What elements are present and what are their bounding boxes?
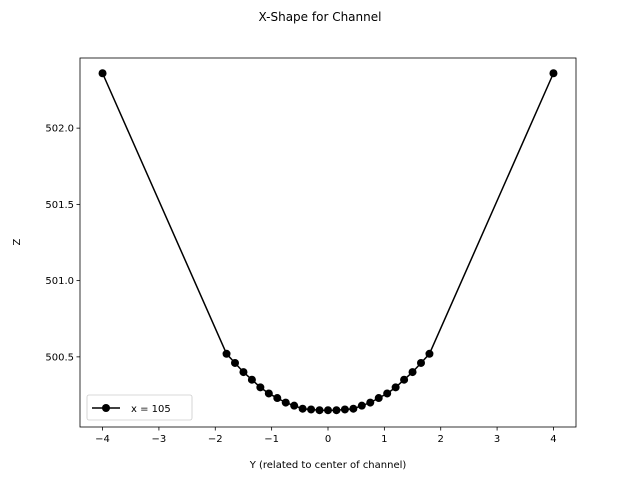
legend-label: x = 105 [131,404,171,415]
x-tick-label: −2 [208,434,223,445]
y-axis-label: Z [12,238,23,245]
x-ticks: −4 −3 −2 −1 0 1 2 3 4 [95,427,557,445]
x-tick-label: 0 [325,434,331,445]
data-point [281,398,290,407]
data-point [400,375,409,384]
data-point [256,383,265,392]
data-point [408,368,417,377]
data-point [549,69,558,78]
data-point [98,69,107,78]
y-tick-label: 501.5 [45,200,74,211]
data-point [307,405,316,414]
x-tick-label: 2 [438,434,444,445]
data-point [290,401,299,410]
data-point [273,394,282,403]
data-point [298,404,307,413]
plot-frame [79,57,577,428]
y-ticks: 500.5 501.0 501.5 502.0 [45,124,80,363]
data-point [349,404,358,413]
data-point [332,406,341,415]
x-tick-label: 4 [550,434,556,445]
legend-marker [102,404,110,412]
x-axis-label: Y (related to center of channel) [249,460,407,471]
x-tick-label: −1 [264,434,279,445]
data-point [391,383,400,392]
data-point [340,405,349,414]
y-tick-label: 502.0 [45,124,74,135]
x-tick-label: 1 [381,434,387,445]
y-tick-label: 501.0 [45,276,74,287]
y-tick-label: 500.5 [45,352,74,363]
series-line [101,72,555,411]
data-point [264,389,273,398]
data-point [357,401,366,410]
data-point [247,375,256,384]
data-point [315,406,324,415]
x-tick-label: −4 [95,434,110,445]
data-point [374,394,383,403]
data-point [231,358,239,367]
data-point [425,349,434,358]
legend-box [86,394,193,421]
x-tick-label: 3 [494,434,500,445]
data-point [239,368,248,377]
x-tick-label: −3 [152,434,167,445]
data-point [222,349,231,358]
chart-title: X-Shape for Channel [259,10,382,24]
data-point [417,358,425,367]
data-point [383,389,392,398]
plot-series [98,69,558,415]
data-point [324,406,332,415]
legend: x = 105 [86,394,193,421]
data-point [366,398,375,407]
